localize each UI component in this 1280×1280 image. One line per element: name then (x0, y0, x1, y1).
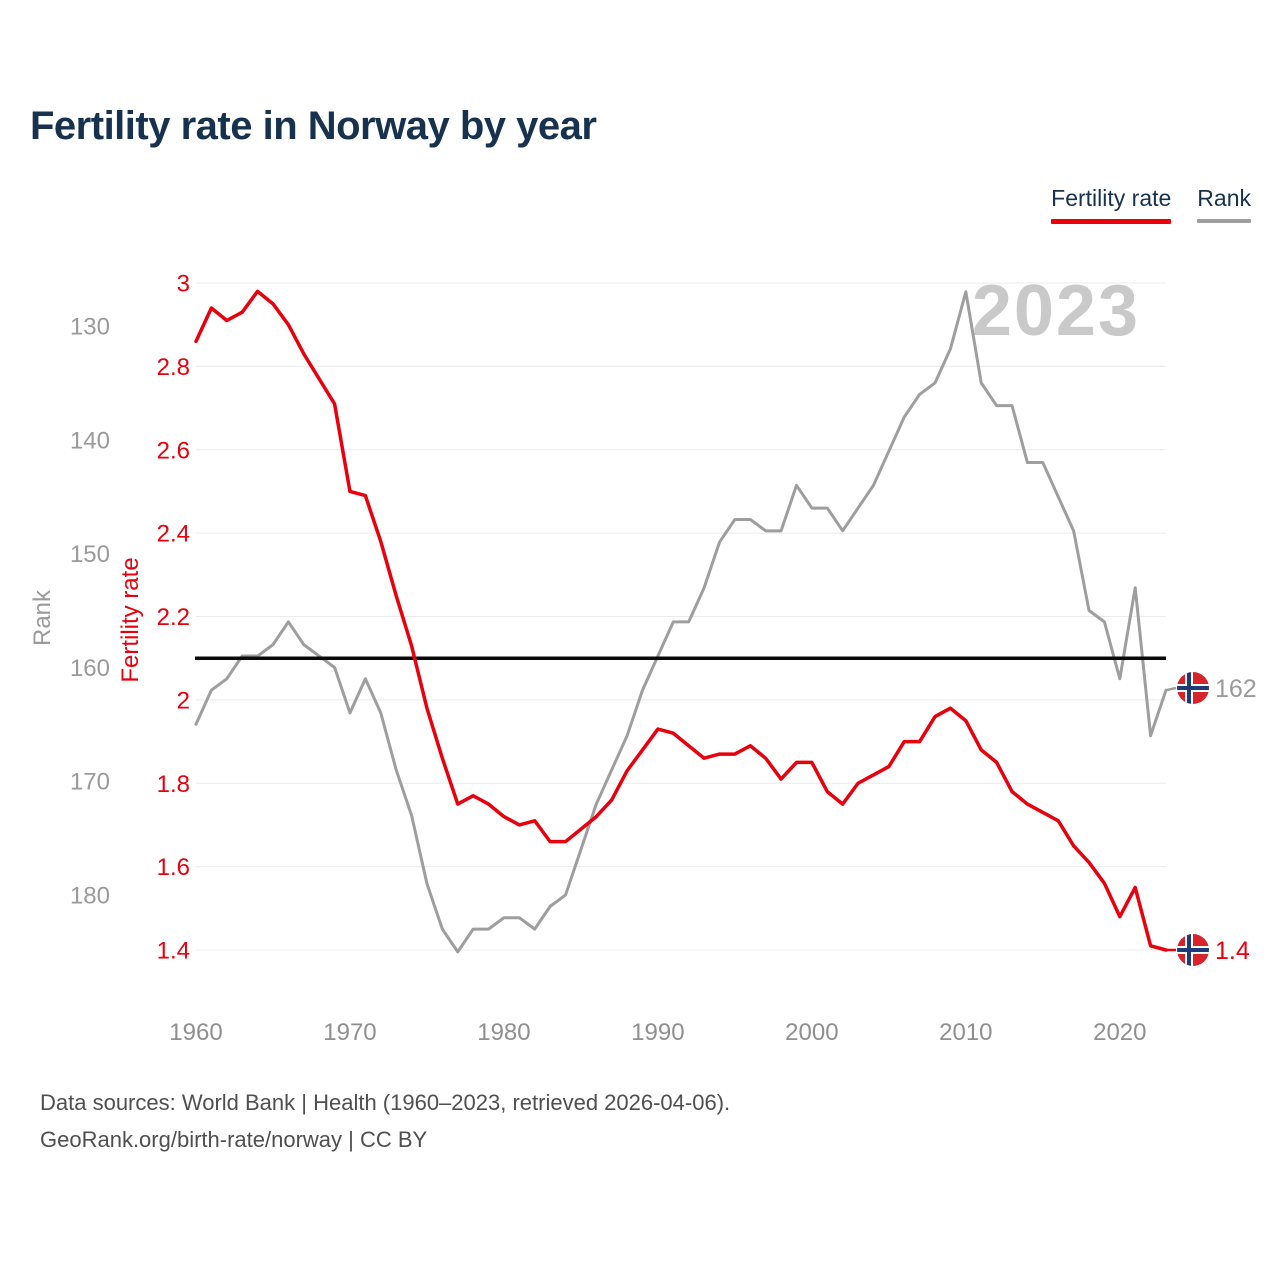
year-tick-label: 2020 (1093, 1019, 1146, 1046)
fertility-tick-label: 3 (177, 271, 190, 298)
fertility-line (194, 289, 1168, 952)
fertility-tick-label: 1.8 (157, 771, 190, 798)
rank-axis-title: Rank (29, 589, 56, 647)
legend-underline-rank (1197, 219, 1251, 223)
watermark-year: 2023 (971, 271, 1140, 351)
fertility-axis-title: Fertility rate (117, 557, 144, 683)
year-tick-label: 2000 (785, 1019, 838, 1046)
year-tick-label: 1960 (169, 1019, 222, 1046)
rank-tick-label: 180 (70, 883, 110, 910)
rank-end-connector (1165, 686, 1177, 692)
legend-underline-fertility (1051, 219, 1172, 224)
rank-line (194, 290, 1168, 954)
fertility-tick-label: 2.8 (157, 354, 190, 381)
footer-attribution: GeoRank.org/birth-rate/norway | CC BY (40, 1127, 428, 1152)
fertility-tick-label: 1.4 (157, 938, 190, 965)
legend-item-fertility[interactable]: Fertility rate (1051, 185, 1172, 224)
rank-tick-label: 130 (70, 314, 110, 341)
legend: Fertility rate Rank (1051, 185, 1251, 224)
fertility-end-label: 1.4 (1215, 937, 1250, 965)
fertility-tick-label: 2.4 (157, 521, 190, 548)
year-tick-label: 1980 (477, 1019, 530, 1046)
norway-flag-icon (1177, 672, 1209, 704)
fertility-tick-label: 2 (177, 687, 190, 714)
footer: Data sources: World Bank | Health (1960–… (40, 1084, 730, 1158)
year-tick-label: 2010 (939, 1019, 992, 1046)
fertility-tick-label: 2.2 (157, 604, 190, 631)
legend-label-rank: Rank (1197, 185, 1251, 211)
year-tick-label: 1990 (631, 1019, 684, 1046)
rank-tick-label: 150 (70, 541, 110, 568)
year-tick-label: 1970 (323, 1019, 376, 1046)
rank-end-label: 162 (1215, 675, 1257, 703)
fertility-tick-label: 1.6 (157, 854, 190, 881)
chart-generated-layers: 3 2.8 2.6 2.4 2.2 2 1.8 1.6 1.4 130 140 150 160 170 18… (70, 271, 1177, 1046)
page-title: Fertility rate in Norway by year (30, 104, 597, 148)
rank-tick-label: 170 (70, 769, 110, 796)
rank-tick-label: 160 (70, 655, 110, 682)
legend-item-rank[interactable]: Rank (1197, 185, 1251, 223)
footer-sources: Data sources: World Bank | Health (1960–… (40, 1090, 731, 1115)
norway-flag-icon (1177, 934, 1209, 966)
legend-label-fertility: Fertility rate (1051, 185, 1172, 211)
fertility-tick-label: 2.6 (157, 437, 190, 464)
rank-tick-label: 140 (70, 427, 110, 454)
